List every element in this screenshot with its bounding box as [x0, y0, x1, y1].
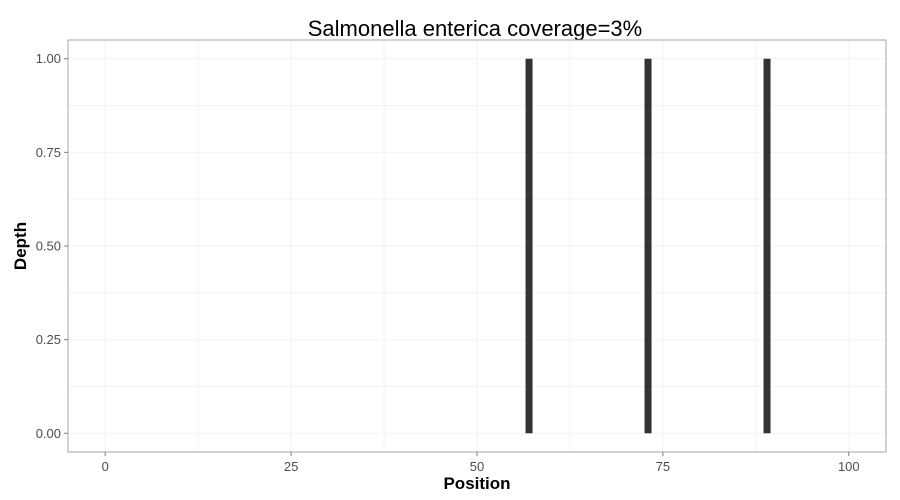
- x-tick-label: 75: [656, 459, 670, 474]
- chart-title: Salmonella enterica coverage=3%: [308, 16, 642, 41]
- y-tick-label: 0.75: [36, 145, 61, 160]
- y-axis-title: Depth: [11, 222, 30, 270]
- bar: [644, 58, 652, 434]
- x-axis-title: Position: [443, 474, 510, 493]
- bar: [525, 58, 533, 434]
- x-tick-label: 0: [102, 459, 109, 474]
- grid-lines: [68, 40, 886, 452]
- x-axis: 0 25 50 75 100: [102, 452, 860, 474]
- y-tick-label: 1.00: [36, 51, 61, 66]
- x-tick-label: 50: [470, 459, 484, 474]
- bar: [763, 58, 771, 434]
- x-tick-label: 25: [284, 459, 298, 474]
- y-tick-label: 0.00: [36, 426, 61, 441]
- y-axis: 0.00 0.25 0.50 0.75 1.00: [36, 51, 68, 441]
- y-tick-label: 0.25: [36, 332, 61, 347]
- y-tick-label: 0.50: [36, 239, 61, 254]
- bar-series: [525, 58, 771, 434]
- x-tick-label: 100: [838, 459, 860, 474]
